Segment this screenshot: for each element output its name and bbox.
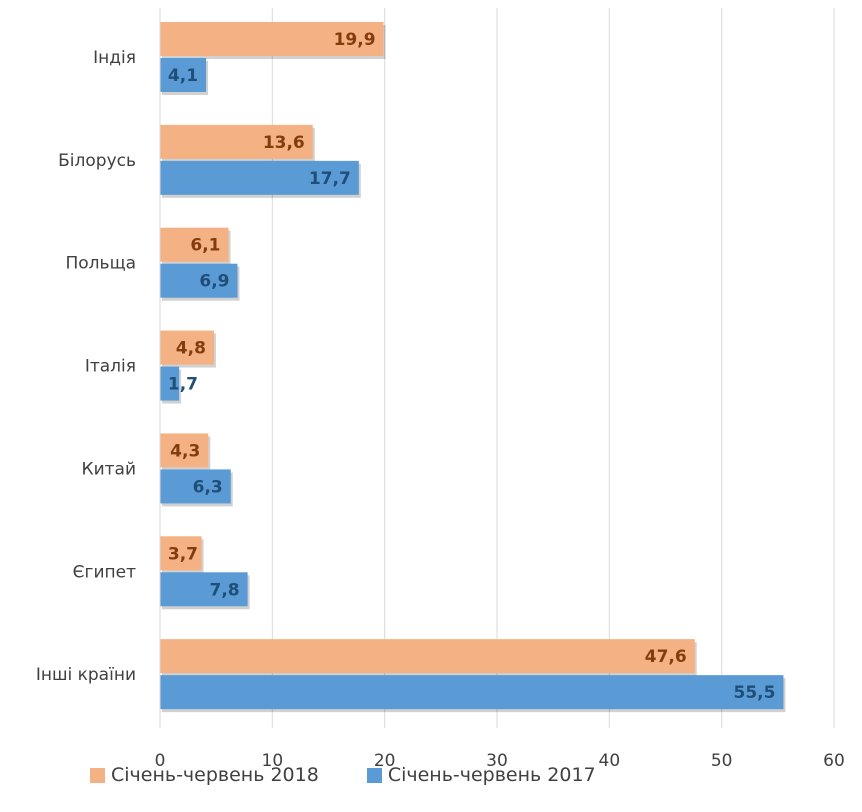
value-label: 17,7 (309, 169, 351, 189)
value-label: 7,8 (209, 580, 239, 600)
x-tick-label: 0 (155, 751, 166, 771)
legend: Січень-червень 2018 Січень-червень 2017 (90, 760, 644, 790)
category-label: Індія (93, 48, 136, 68)
x-tick-label: 30 (486, 751, 508, 771)
value-label: 6,1 (190, 236, 220, 256)
value-label: 4,3 (170, 441, 200, 461)
value-label: 4,1 (168, 66, 198, 86)
bar-s2017 (160, 263, 238, 298)
category-label: Польща (66, 254, 137, 274)
legend-label-2018: Січень-червень 2018 (111, 764, 319, 786)
legend-label-2017: Січень-червень 2017 (387, 764, 596, 786)
category-label: Італія (85, 357, 136, 377)
value-label: 55,5 (733, 683, 775, 703)
value-label: 13,6 (263, 133, 305, 153)
value-label: 1,7 (168, 375, 198, 395)
bar-s2018 (160, 639, 695, 674)
bar-s2018 (160, 433, 209, 468)
legend-item-2017[interactable]: Січень-червень 2017 (366, 764, 596, 786)
bar-s2017 (160, 469, 231, 504)
legend-swatch-2018 (90, 767, 105, 783)
bar-s2018 (160, 124, 313, 159)
x-tick-label: 20 (374, 751, 396, 771)
bar-s2017 (160, 366, 180, 401)
value-label: 6,9 (199, 272, 229, 292)
value-label: 6,3 (193, 477, 223, 497)
bar-s2018 (160, 22, 384, 56)
value-label: 19,9 (334, 30, 376, 50)
bar-s2017 (160, 160, 359, 195)
x-tick-label: 10 (262, 751, 284, 771)
bar-s2017 (160, 572, 248, 607)
category-label: Єгипет (73, 562, 136, 582)
bar-s2017 (160, 58, 207, 92)
legend-swatch-2017 (366, 767, 382, 783)
legend-item-2018[interactable]: Січень-червень 2018 (90, 764, 319, 786)
bar-s2017 (160, 675, 784, 710)
x-tick-label: 40 (599, 751, 621, 771)
x-tick-label: 60 (823, 751, 845, 771)
value-label: 47,6 (645, 647, 687, 667)
category-label: Білорусь (58, 151, 136, 171)
value-label: 3,7 (168, 544, 198, 564)
category-label: Китай (82, 459, 137, 479)
bar-s2018 (160, 227, 229, 262)
x-tick-label: 50 (711, 751, 733, 771)
value-label: 4,8 (176, 339, 206, 359)
bar-s2018 (160, 330, 214, 365)
category-label: Інші країни (36, 665, 136, 685)
bar-s2018 (160, 536, 202, 571)
